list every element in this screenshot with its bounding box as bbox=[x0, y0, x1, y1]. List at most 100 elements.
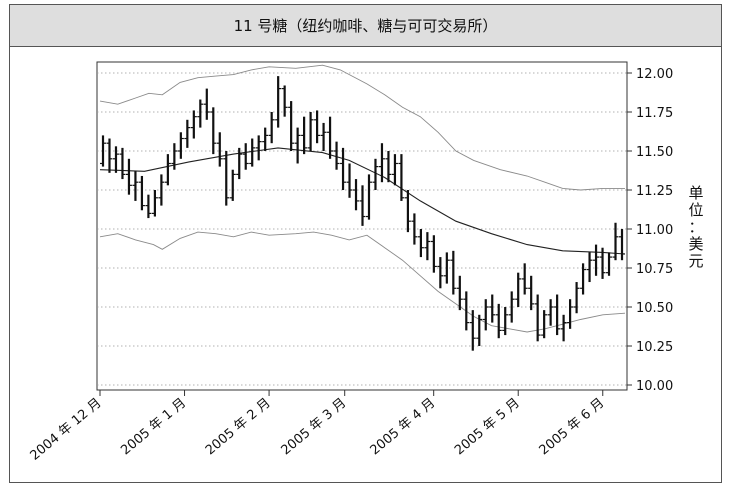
price-bar bbox=[203, 88, 210, 120]
price-bar bbox=[138, 175, 145, 211]
price-bar bbox=[164, 154, 171, 186]
y-tick-label: 10.25 bbox=[636, 340, 673, 355]
price-bar bbox=[385, 151, 392, 183]
price-bar bbox=[469, 310, 476, 351]
price-bar bbox=[554, 294, 561, 336]
price-bar bbox=[119, 147, 126, 180]
price-bar bbox=[586, 252, 593, 283]
price-bar bbox=[541, 310, 548, 339]
y-axis-unit-char: ： bbox=[688, 218, 703, 236]
price-bar bbox=[528, 275, 535, 311]
price-bar bbox=[333, 141, 340, 170]
price-bar bbox=[301, 116, 308, 155]
price-bar bbox=[404, 190, 411, 233]
price-bar bbox=[307, 112, 314, 151]
price-bar bbox=[145, 194, 152, 219]
y-tick-label: 10.75 bbox=[636, 262, 673, 277]
price-bar bbox=[508, 291, 515, 323]
y-tick-label: 11.25 bbox=[636, 184, 673, 199]
y-axis-ticks: 10.00 10.25 10.50 10.75 11.00 11.25 11.50 11.75… bbox=[627, 67, 673, 394]
y-axis-unit-char: 位 bbox=[688, 201, 703, 219]
price-bar bbox=[340, 147, 347, 190]
plot-area bbox=[96, 61, 628, 391]
price-bar bbox=[268, 112, 275, 144]
price-bar bbox=[158, 174, 165, 206]
price-bar bbox=[573, 282, 580, 314]
y-tick-label: 11.75 bbox=[636, 106, 673, 121]
price-bar bbox=[223, 151, 230, 206]
price-bar bbox=[112, 146, 119, 173]
price-bar bbox=[612, 222, 619, 261]
price-bar bbox=[391, 154, 398, 186]
price-bar bbox=[443, 252, 450, 284]
price-bar bbox=[236, 147, 243, 180]
price-bar bbox=[314, 110, 321, 144]
x-tick-label: 2005 年 2 月 bbox=[203, 396, 274, 459]
x-tick-label: 2005 年 1 月 bbox=[118, 396, 189, 459]
price-bar bbox=[353, 179, 360, 211]
price-bar bbox=[197, 99, 204, 128]
x-tick-label: 2005 年 6 月 bbox=[537, 396, 608, 459]
chart-title: 11 号糖（纽约咖啡、糖与可可交易所） bbox=[10, 5, 721, 47]
price-bar bbox=[216, 132, 223, 167]
price-bar bbox=[534, 294, 541, 342]
price-bar bbox=[359, 185, 366, 226]
price-bar bbox=[249, 138, 256, 167]
price-bar bbox=[560, 314, 567, 342]
price-bar bbox=[288, 101, 295, 151]
price-bar bbox=[521, 263, 528, 295]
price-bar bbox=[177, 132, 184, 159]
price-bar bbox=[567, 299, 574, 329]
price-bar bbox=[100, 135, 106, 167]
price-bar bbox=[606, 252, 613, 276]
price-bar bbox=[365, 174, 372, 220]
price-bar bbox=[482, 299, 489, 331]
price-bar bbox=[450, 250, 457, 295]
price-bar bbox=[125, 158, 132, 195]
price-bar bbox=[294, 127, 301, 164]
price-bar bbox=[132, 171, 139, 201]
x-tick-label: 2005 年 3 月 bbox=[279, 396, 350, 459]
y-axis-unit-char: 美 bbox=[688, 235, 703, 253]
band-lines bbox=[99, 64, 626, 333]
price-bar bbox=[411, 213, 418, 245]
price-bar bbox=[242, 143, 249, 170]
price-bar bbox=[456, 275, 463, 311]
price-bar bbox=[151, 190, 158, 217]
price-bar bbox=[599, 247, 606, 279]
price-bar bbox=[346, 163, 353, 198]
price-bar bbox=[424, 232, 431, 261]
price-bar bbox=[372, 158, 379, 190]
price-bar bbox=[275, 76, 282, 128]
price-bar bbox=[417, 229, 424, 258]
price-bar bbox=[190, 110, 197, 139]
y-axis-unit-char: 元 bbox=[688, 252, 703, 270]
y-tick-label: 11.00 bbox=[636, 223, 673, 238]
x-tick-label: 2005 年 4 月 bbox=[368, 396, 439, 459]
x-tick-label: 2004 年 12 月 bbox=[27, 396, 104, 464]
upper-band-line bbox=[99, 64, 625, 191]
price-bar bbox=[515, 272, 522, 307]
moving-average-line bbox=[99, 147, 626, 255]
y-tick-label: 11.50 bbox=[636, 145, 673, 160]
y-tick-label: 12.00 bbox=[636, 67, 673, 82]
price-bars bbox=[100, 76, 625, 351]
price-bar bbox=[593, 244, 600, 276]
price-bar bbox=[327, 116, 334, 159]
price-bar bbox=[430, 235, 437, 273]
y-axis-unit-char: 单 bbox=[688, 184, 703, 202]
lower-band-line bbox=[99, 231, 626, 333]
x-tick-label: 2005 年 5 月 bbox=[452, 396, 523, 459]
price-bar bbox=[547, 299, 554, 326]
price-bar bbox=[398, 154, 405, 201]
price-bar bbox=[255, 135, 262, 161]
price-bar bbox=[476, 314, 483, 346]
y-tick-label: 10.00 bbox=[636, 379, 673, 394]
price-bar bbox=[320, 122, 327, 151]
y-tick-label: 10.50 bbox=[636, 301, 673, 316]
price-bar bbox=[437, 257, 444, 289]
price-bar bbox=[281, 85, 288, 117]
price-bar bbox=[580, 263, 587, 295]
price-bar bbox=[229, 169, 236, 201]
